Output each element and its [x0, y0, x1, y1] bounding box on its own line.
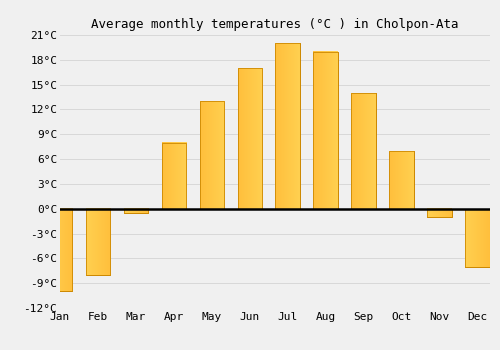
Bar: [466, 209, 490, 267]
Bar: [466, 209, 490, 267]
Bar: [352, 93, 376, 209]
Bar: [238, 68, 262, 209]
Bar: [276, 43, 300, 209]
Bar: [276, 43, 300, 209]
Bar: [48, 209, 72, 292]
Bar: [314, 51, 338, 209]
Bar: [200, 101, 224, 209]
Bar: [124, 209, 148, 213]
Bar: [48, 209, 72, 292]
Bar: [428, 209, 452, 217]
Bar: [86, 209, 110, 275]
Bar: [238, 68, 262, 209]
Bar: [162, 142, 186, 209]
Bar: [162, 142, 186, 209]
Bar: [390, 151, 414, 209]
Bar: [200, 101, 224, 209]
Bar: [124, 209, 148, 213]
Bar: [428, 209, 452, 217]
Title: Average monthly temperatures (°C ) in Cholpon-Ata: Average monthly temperatures (°C ) in Ch…: [91, 18, 459, 31]
Bar: [314, 51, 338, 209]
Bar: [390, 151, 414, 209]
Bar: [352, 93, 376, 209]
Bar: [86, 209, 110, 275]
